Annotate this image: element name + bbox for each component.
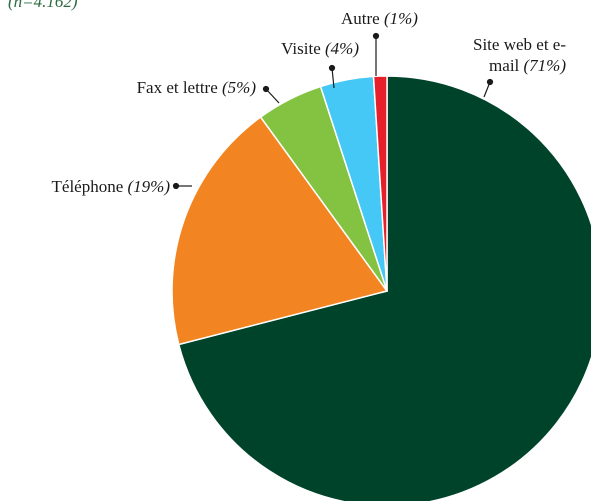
category-label: Téléphone bbox=[51, 177, 124, 196]
value-label: (19%) bbox=[127, 177, 170, 196]
leader-dot bbox=[262, 85, 270, 93]
slice-label: Autre (1%) bbox=[341, 8, 418, 29]
leader-line bbox=[265, 88, 280, 104]
pie bbox=[171, 75, 591, 501]
subtitle: (n=4.162) bbox=[8, 0, 78, 11]
leader-dot bbox=[372, 32, 380, 40]
value-label: (4%) bbox=[325, 39, 359, 58]
leader-dot bbox=[328, 64, 336, 72]
category-label: Autre bbox=[341, 9, 380, 28]
leader-dot bbox=[172, 182, 180, 190]
slice-label: Fax et lettre (5%) bbox=[137, 77, 256, 98]
leader-dot bbox=[486, 78, 494, 86]
category-label: Visite bbox=[281, 39, 321, 58]
value-label: (1%) bbox=[383, 9, 418, 28]
slice-label: Visite (4%) bbox=[281, 38, 359, 59]
leaders bbox=[172, 32, 494, 190]
slice-label: Site web et e-mail (71%) bbox=[462, 34, 566, 76]
pie-slice bbox=[372, 75, 388, 292]
leader-line bbox=[331, 67, 335, 89]
category-label: Site web et e-mail bbox=[473, 35, 566, 75]
pie-slice bbox=[171, 116, 389, 346]
category-label: Fax et lettre bbox=[136, 78, 218, 97]
pie-slice bbox=[177, 75, 591, 501]
value-label: (5%) bbox=[222, 78, 256, 97]
slice-label: Téléphone (19%) bbox=[52, 176, 170, 197]
value-label: (71%) bbox=[523, 56, 566, 75]
